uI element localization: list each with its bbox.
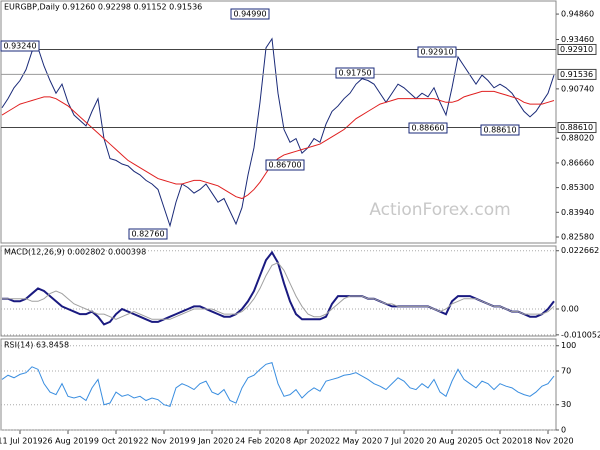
- annotation: 0.88660: [411, 124, 444, 133]
- x-tick-label: 22 May 2020: [330, 437, 382, 446]
- annotation: 0.93240: [3, 42, 36, 51]
- panel-frame: [0, 0, 557, 244]
- annotation: 0.82760: [131, 230, 164, 239]
- level-label: 0.92910: [560, 45, 593, 54]
- series-line: [2, 262, 555, 320]
- rsi-title: RSI(14) 63.8458: [4, 341, 69, 350]
- y-tick-label: 0: [561, 426, 566, 435]
- annotation-box: [128, 228, 168, 240]
- y-tick-label: -0.010052: [561, 330, 600, 339]
- x-tick-label: 9 Oct 2019: [94, 437, 138, 446]
- series-line: [1, 90, 555, 200]
- x-tick-label: 9 Jan 2020: [191, 437, 234, 446]
- series-line: [1, 37, 555, 228]
- x-tick-label: 26 Aug 2019: [42, 437, 93, 446]
- x-tick-label: 5 Oct 2020: [478, 437, 522, 446]
- y-tick-label: 0.022662: [561, 246, 599, 255]
- annotation-box: [408, 122, 448, 134]
- x-tick-label: 11 Jul 2019: [0, 437, 43, 446]
- x-tick-label: 22 Nov 2019: [138, 437, 189, 446]
- annotation: 0.86700: [268, 161, 301, 170]
- x-tick-label: 8 Apr 2020: [286, 437, 330, 446]
- level-box: [557, 68, 597, 80]
- annotation-box: [335, 67, 375, 79]
- x-tick-label: 20 Aug 2020: [426, 437, 477, 446]
- annotation-box: [0, 40, 40, 52]
- x-tick-label: 24 Feb 2020: [235, 437, 285, 446]
- panel-frame: [0, 338, 557, 431]
- panel-frame: [0, 245, 557, 337]
- y-tick-label: 0.83940: [561, 208, 594, 217]
- macd-title: MACD(12,26,9) 0.002802 0.000398: [4, 248, 146, 257]
- y-tick-label: 0.85300: [561, 183, 594, 192]
- annotation: 0.94990: [233, 10, 266, 19]
- y-tick-label: 0.93460: [561, 35, 594, 44]
- y-tick-label: 0.00: [561, 305, 579, 314]
- y-tick-label: 70: [561, 367, 571, 376]
- y-tick-label: 0.90740: [561, 84, 594, 93]
- chart-title: EURGBP,Daily 0.91260 0.92298 0.91152 0.9…: [4, 3, 202, 12]
- annotation-box: [480, 124, 520, 136]
- watermark: ActionForex.com: [369, 200, 510, 220]
- annotation-box: [230, 8, 270, 20]
- x-tick-label: 7 Jul 2020: [384, 437, 424, 446]
- level-label: 0.91536: [560, 70, 593, 79]
- y-tick-label: 0.82580: [561, 233, 594, 242]
- annotation: 0.88610: [483, 126, 516, 135]
- y-tick-label: 30: [561, 400, 571, 409]
- level-box: [557, 43, 597, 55]
- annotation: 0.92910: [420, 48, 453, 57]
- y-tick-label: 0.94860: [561, 10, 594, 19]
- level-label: 0.88610: [560, 123, 593, 132]
- annotation: 0.91750: [338, 69, 371, 78]
- y-tick-label: 0.88020: [561, 134, 594, 143]
- y-tick-label: 0.86660: [561, 158, 594, 167]
- annotation-box: [417, 46, 457, 58]
- y-tick-label: 100: [561, 341, 576, 350]
- annotation-box: [265, 159, 305, 171]
- level-box: [557, 122, 597, 134]
- x-tick-label: 18 Nov 2020: [522, 437, 573, 446]
- series-line: [1, 361, 555, 408]
